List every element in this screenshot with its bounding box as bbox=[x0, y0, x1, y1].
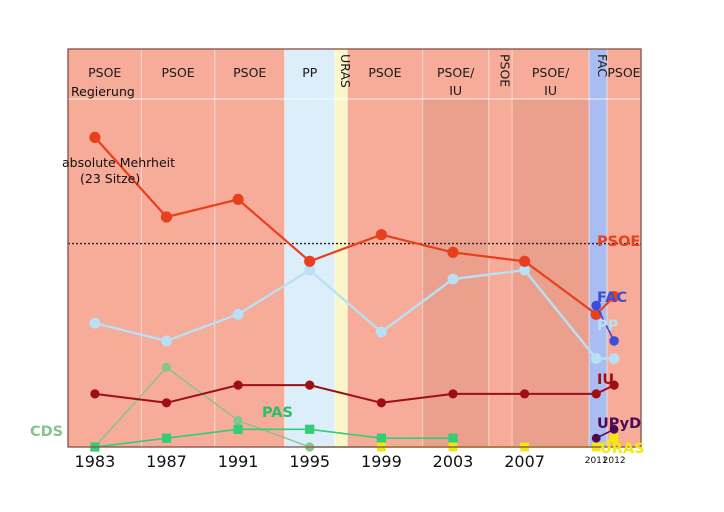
regierung-row-label: Regierung bbox=[71, 84, 135, 99]
data-point-cds bbox=[161, 362, 172, 372]
data-point-psoe bbox=[232, 193, 244, 205]
data-point-iu bbox=[448, 389, 458, 399]
series-line-pas bbox=[94, 428, 454, 448]
government-band bbox=[141, 49, 215, 447]
annotations-layer: absolute Mehrheit(23 Sitze) Regierung bbox=[62, 84, 175, 186]
x-axis-tick-label: 2003 bbox=[433, 452, 474, 471]
data-point-psoe bbox=[447, 246, 459, 258]
data-point-psoe bbox=[89, 131, 101, 143]
plot-border bbox=[67, 48, 642, 448]
data-point-iu bbox=[520, 389, 530, 399]
government-header-row: PSOE PSOE PSOE PP URAS PSOE PSOE/IU PSOE PSOE/IU… bbox=[88, 54, 641, 98]
data-point-upyd bbox=[591, 433, 601, 443]
data-point-psoe bbox=[375, 229, 387, 241]
government-band-label: PP bbox=[302, 65, 318, 80]
data-point-pas bbox=[161, 433, 172, 443]
data-point-iu bbox=[233, 380, 243, 390]
data-point-psoe bbox=[519, 255, 531, 267]
government-band bbox=[68, 49, 142, 447]
series-label-pp: PP bbox=[597, 318, 619, 334]
series-label-uras: URAS bbox=[600, 441, 645, 457]
government-band bbox=[589, 49, 607, 447]
government-band bbox=[214, 49, 285, 447]
data-point-pas bbox=[305, 424, 315, 434]
government-band-label: PSOE/ bbox=[532, 65, 570, 80]
series-label-iu: IU bbox=[597, 372, 614, 388]
x-axis-tick-label: 1999 bbox=[361, 452, 402, 471]
data-point-cds bbox=[233, 415, 243, 426]
x-axis-tick-label: 1987 bbox=[146, 452, 187, 471]
x-axis-tick-label: 2011 bbox=[585, 456, 608, 466]
data-point-pp bbox=[376, 326, 387, 338]
government-band-label: PSOE bbox=[88, 65, 121, 80]
series-label-fac: FAC bbox=[597, 290, 627, 306]
data-point-iu bbox=[376, 398, 386, 408]
series-label-cds: CDS bbox=[30, 424, 63, 440]
data-point-iu bbox=[609, 380, 619, 390]
data-point-uras bbox=[609, 433, 619, 443]
absolute-majority-seats: (23 Sitze) bbox=[80, 171, 140, 186]
data-point-pp bbox=[447, 273, 459, 285]
government-band-label: PSOE bbox=[607, 65, 640, 80]
column-separators bbox=[68, 49, 641, 447]
government-band-label: PSOE bbox=[368, 65, 401, 80]
data-point-pp bbox=[161, 335, 172, 347]
absolute-majority-annotation: absolute Mehrheit bbox=[62, 155, 175, 170]
coalition-shading-layer bbox=[422, 99, 590, 447]
government-band-label: PSOE/ bbox=[437, 65, 475, 80]
data-point-iu bbox=[161, 398, 172, 408]
series-labels-layer: PSOE FAC PP IU UPyD URAS CDS PAS bbox=[30, 234, 645, 457]
data-point-pp bbox=[519, 264, 530, 276]
series-line-fac bbox=[595, 304, 615, 342]
x-axis-tick-label: 2007 bbox=[504, 452, 545, 471]
data-point-pp bbox=[89, 317, 101, 329]
government-band-label: FAC bbox=[595, 54, 610, 77]
government-band bbox=[347, 49, 423, 447]
data-point-psoe bbox=[608, 291, 620, 303]
x-axis-tick-label: 2012 bbox=[603, 456, 626, 466]
government-band-label: URAS bbox=[338, 54, 353, 88]
series-label-upyd: UPyD bbox=[597, 416, 641, 432]
coalition-shade bbox=[422, 99, 489, 447]
data-point-fac bbox=[591, 300, 601, 311]
data-point-psoe bbox=[160, 211, 173, 223]
government-band-label: PSOE bbox=[162, 65, 195, 80]
government-band-label: PSOE bbox=[233, 65, 266, 80]
government-band-label: PSOE bbox=[497, 54, 512, 87]
series-label-psoe: PSOE bbox=[597, 234, 640, 250]
government-band bbox=[606, 49, 641, 447]
data-point-pas bbox=[448, 433, 458, 443]
series-label-pas: PAS bbox=[262, 405, 293, 421]
data-point-pp bbox=[232, 308, 244, 320]
data-point-fac bbox=[609, 336, 619, 346]
x-axis-tick-label: 1991 bbox=[218, 452, 259, 471]
data-point-pas bbox=[376, 433, 386, 443]
data-point-pp bbox=[590, 353, 602, 364]
x-axis-tick-label: 1983 bbox=[75, 452, 116, 471]
government-band bbox=[334, 49, 348, 447]
data-point-psoe bbox=[304, 255, 316, 267]
data-point-iu bbox=[591, 389, 601, 399]
government-band bbox=[512, 49, 590, 447]
data-point-pas bbox=[233, 424, 243, 434]
government-band bbox=[488, 49, 513, 447]
x-axis-tick-label: 1995 bbox=[289, 452, 330, 471]
government-band-label: IU bbox=[449, 83, 462, 98]
data-point-iu bbox=[305, 380, 315, 390]
data-point-pp bbox=[608, 353, 620, 364]
data-point-iu bbox=[90, 389, 100, 399]
plot-frame bbox=[67, 48, 642, 448]
data-point-upyd bbox=[609, 424, 619, 434]
government-band-label: IU bbox=[544, 83, 557, 98]
data-point-pp bbox=[304, 264, 316, 276]
